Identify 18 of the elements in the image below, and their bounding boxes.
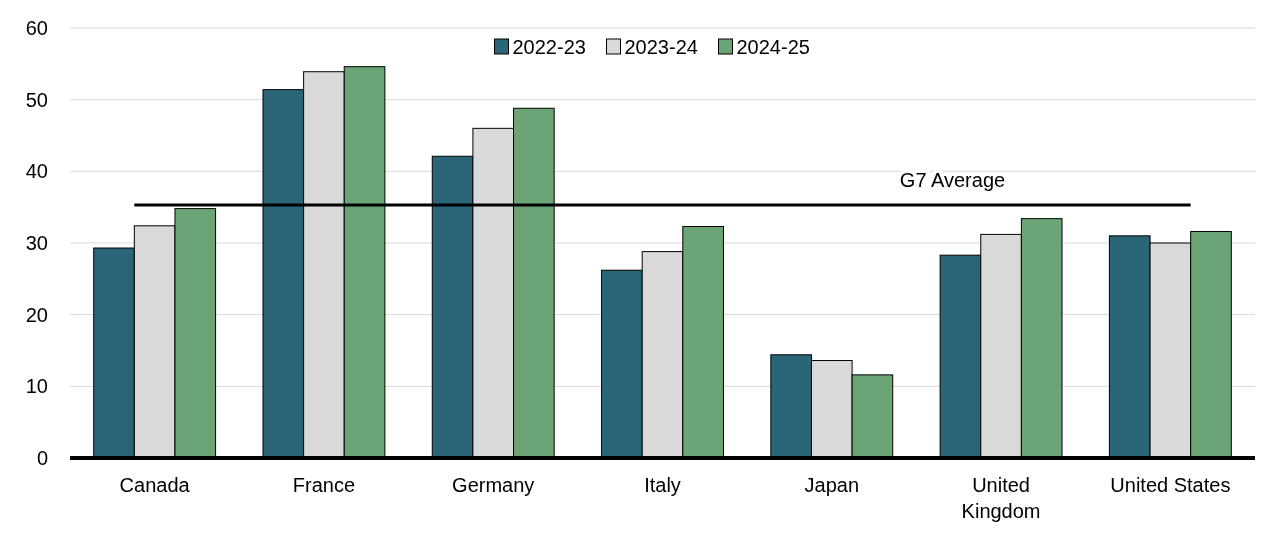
legend-label: 2023-24 [624,36,698,58]
x-tick-label: United States [1110,474,1231,496]
x-tick-label: United Kingdom [961,474,1041,522]
x-tick-label: Japan [804,474,860,496]
y-tick-label: 50 [25,88,48,111]
y-tick-label: 0 [36,447,48,469]
y-tick-label: 40 [25,160,48,183]
y-tick-label: 10 [25,375,48,398]
x-tick-label: Germany [452,474,535,496]
x-tick-label: Canada [119,474,191,496]
x-tick-label: Italy [644,474,681,496]
legend-label: 2024-25 [736,36,810,58]
ref-line-label: G7 Average [899,169,1006,192]
y-tick-label: 60 [25,17,48,39]
y-tick-label: 20 [25,303,48,326]
legend-label: 2022-23 [512,36,586,58]
y-tick-label: 30 [25,232,48,254]
x-tick-label: France [292,474,356,496]
